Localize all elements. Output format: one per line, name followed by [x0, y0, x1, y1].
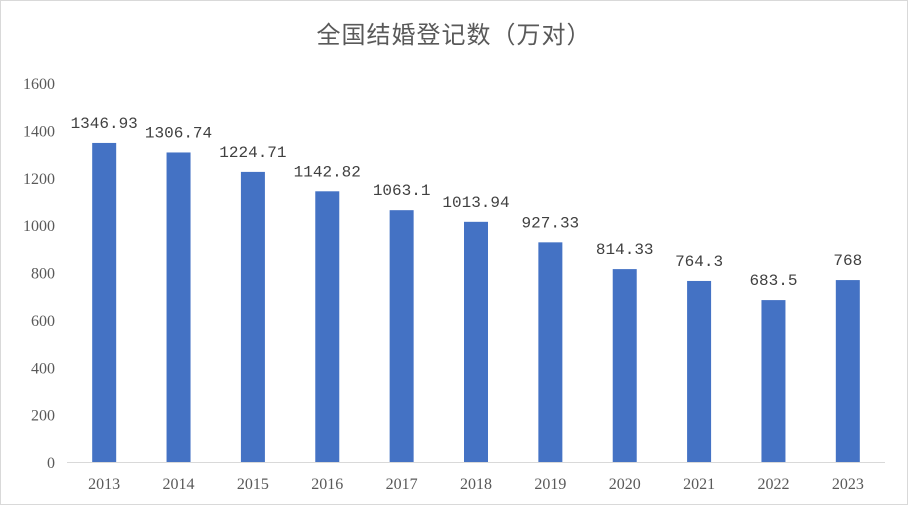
x-tick-label: 2014 [163, 476, 195, 493]
y-tick-label: 1200 [23, 171, 55, 188]
y-tick-label: 1600 [23, 76, 55, 93]
data-labels-group: 1346.93 1306.74 1224.71 1142.82 1063.1 1013.9… [71, 115, 863, 290]
chart-title: 全国结婚登记数（万对） [316, 21, 592, 49]
bar-2016 [315, 191, 340, 463]
bars-group [92, 142, 860, 463]
x-tick-label: 2017 [386, 476, 418, 493]
y-tick-label: 800 [31, 266, 55, 283]
x-tick-label: 2015 [237, 476, 269, 493]
bar-2013 [92, 142, 117, 462]
data-label: 1346.93 [71, 115, 138, 133]
bar-2014 [166, 152, 191, 463]
bar-2019 [538, 242, 563, 462]
data-label: 764.3 [675, 253, 723, 271]
data-label: 814.33 [596, 241, 654, 259]
data-label: 768 [833, 252, 862, 270]
y-axis-ticks: 0 200 400 600 800 1000 1200 1400 1600 [23, 76, 55, 472]
x-tick-label: 2022 [757, 476, 789, 493]
data-label: 1063.1 [373, 182, 431, 200]
x-tick-label: 2013 [88, 476, 120, 493]
bar-2015 [240, 171, 265, 462]
y-tick-label: 1000 [23, 218, 55, 235]
data-label: 1013.94 [442, 194, 509, 212]
bar-2018 [464, 221, 488, 462]
data-label: 1224.71 [219, 144, 286, 162]
bar-2020 [612, 269, 637, 462]
bar-2017 [389, 210, 414, 462]
x-tick-label: 2020 [609, 476, 641, 493]
x-tick-label: 2019 [534, 476, 566, 493]
x-tick-label: 2016 [311, 476, 343, 493]
y-tick-label: 400 [31, 360, 55, 377]
data-label: 1142.82 [294, 163, 361, 181]
bar-2022 [761, 300, 786, 462]
y-tick-label: 600 [31, 313, 55, 330]
bar-2021 [687, 280, 712, 462]
y-tick-label: 200 [31, 408, 55, 425]
y-tick-label: 1400 [23, 123, 55, 140]
x-axis-ticks: 2013 2014 2015 2016 2017 2018 2019 2020 2021 2022… [88, 476, 864, 493]
data-label: 927.33 [522, 214, 580, 232]
data-label: 1306.74 [145, 124, 212, 142]
bar-2023 [835, 280, 860, 462]
data-label: 683.5 [749, 272, 797, 290]
x-tick-label: 2021 [683, 476, 715, 493]
x-tick-label: 2018 [460, 476, 492, 493]
x-tick-label: 2023 [832, 476, 864, 493]
y-tick-label: 0 [47, 455, 55, 472]
